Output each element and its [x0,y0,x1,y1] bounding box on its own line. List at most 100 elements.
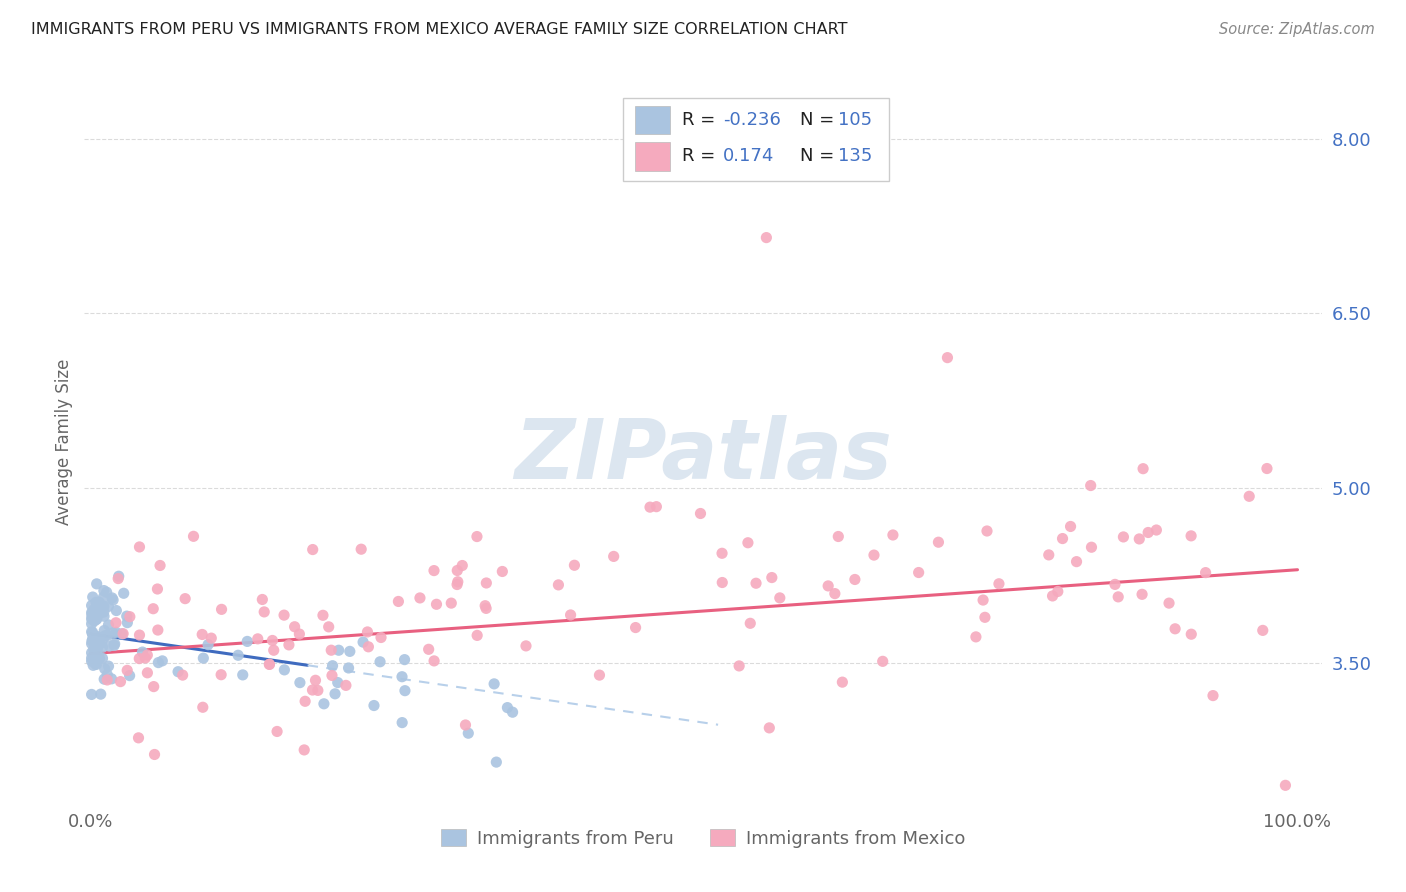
Point [83,603,105,617]
Point [98,639,121,653]
Point [104,637,127,651]
Point [827,529,849,543]
Point [321,643,343,657]
Point [111,627,134,641]
Point [96,628,118,642]
Point [1274,778,1296,792]
Point [107,572,129,586]
Y-axis label: Average Family Size: Average Family Size [55,359,73,524]
Point [86,607,108,622]
Point [1144,523,1167,537]
Point [93,624,115,638]
Point [91,651,114,665]
Point [1137,525,1160,540]
Point [817,579,839,593]
Point [1251,624,1274,638]
Text: 135: 135 [838,147,872,165]
Point [96,673,118,687]
Point [86,642,108,657]
Point [89,652,111,666]
Point [232,668,254,682]
Point [266,724,288,739]
Legend: Immigrants from Peru, Immigrants from Mexico: Immigrants from Peru, Immigrants from Me… [433,822,973,855]
Point [352,635,374,649]
Point [972,593,994,607]
Point [82,632,104,647]
Point [328,643,350,657]
Point [143,747,166,762]
Point [475,601,498,615]
Point [758,721,780,735]
Point [425,597,447,611]
Point [288,627,311,641]
Point [1046,584,1069,599]
Point [93,672,115,686]
Point [1080,540,1102,554]
Point [1038,548,1060,562]
Point [80,609,103,624]
Point [1180,627,1202,641]
Point [89,595,111,609]
Point [82,607,104,621]
Point [745,576,768,591]
Point [357,640,380,654]
Point [103,638,125,652]
Point [104,615,127,630]
Point [976,524,998,538]
Point [110,674,132,689]
Point [454,718,477,732]
Point [82,625,104,640]
Point [1194,566,1216,580]
Point [318,620,340,634]
Point [252,592,274,607]
Point [93,599,115,614]
Point [394,683,416,698]
Point [387,594,409,608]
Point [211,602,233,616]
Point [273,663,295,677]
Point [236,634,259,648]
Point [491,565,513,579]
Point [259,657,281,672]
Point [101,593,124,607]
Point [394,652,416,666]
Point [86,612,108,626]
Point [82,627,104,641]
Point [146,623,169,637]
Point [128,651,150,665]
Point [96,667,118,681]
Point [423,564,446,578]
Point [100,672,122,686]
Point [294,694,316,708]
Text: Source: ZipAtlas.com: Source: ZipAtlas.com [1219,22,1375,37]
FancyBboxPatch shape [623,98,889,181]
Point [80,624,103,639]
Point [82,590,104,604]
Point [304,673,326,688]
Point [101,625,124,640]
Point [446,577,468,591]
Point [80,599,103,613]
Bar [636,142,669,170]
Point [80,646,103,660]
Point [142,680,165,694]
Point [974,610,997,624]
Point [323,687,346,701]
Point [339,644,361,658]
Point [737,535,759,549]
Point [337,661,360,675]
Point [391,715,413,730]
Point [93,583,115,598]
Point [824,586,846,600]
Point [91,633,114,648]
Point [769,591,792,605]
Bar [636,105,669,135]
Point [97,659,120,673]
Text: ZIPatlas: ZIPatlas [515,416,891,497]
Point [689,507,711,521]
Point [475,576,498,591]
Point [564,558,586,573]
Point [882,528,904,542]
Point [446,564,468,578]
Point [624,621,647,635]
